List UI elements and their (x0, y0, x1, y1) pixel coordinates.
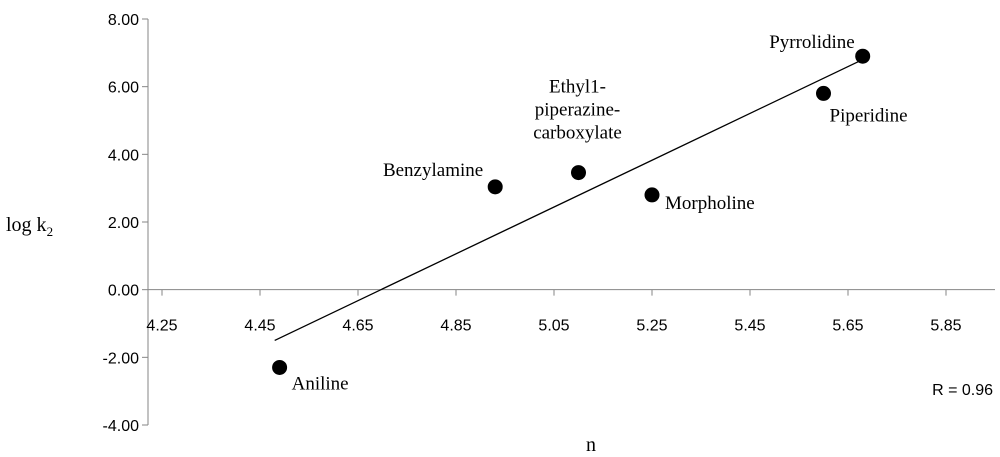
point-label: Aniline (292, 373, 349, 394)
trendline-group (274, 59, 863, 342)
y-tick-label: -4.00 (103, 418, 140, 435)
x-tick-label: 4.85 (440, 318, 471, 335)
point-label: Morpholine (665, 193, 755, 214)
y-tick-label: 6.00 (108, 80, 139, 97)
point-label: Pyrrolidine (769, 32, 855, 53)
x-tick-label: 5.45 (734, 318, 765, 335)
data-point (272, 359, 288, 375)
x-tick-label: 4.25 (146, 318, 177, 335)
x-tick-label: 5.05 (538, 318, 569, 335)
y-axis-label-subscript: 2 (47, 224, 54, 239)
x-tick-label: 4.65 (342, 318, 373, 335)
data-point (644, 187, 660, 203)
data-point (571, 165, 586, 181)
point-labels: Aniline Benzylamine Ethyl1-piperazine-carb… (292, 32, 908, 394)
y-tick-label: 2.00 (108, 215, 139, 232)
x-axis: 4.25 4.45 4.65 4.85 5.05 5.25 5.45 5.65 5.85 (146, 289, 995, 335)
y-tick-label: 0.00 (108, 283, 139, 300)
y-axis-label: log k2 (6, 214, 53, 239)
point-label: Piperidine (830, 105, 908, 126)
y-tick-label: 8.00 (108, 12, 139, 29)
point-label: Ethyl1- (549, 77, 606, 98)
point-label: Benzylamine (383, 160, 483, 181)
y-axis-label-main: log k (6, 214, 47, 236)
x-tick-label: 5.85 (930, 318, 961, 335)
data-point (855, 48, 871, 64)
y-tick-label: -2.00 (103, 350, 140, 367)
point-label: carboxylate (533, 123, 622, 144)
data-point (816, 85, 831, 101)
x-tick-label: 5.25 (636, 318, 667, 335)
trendline (274, 59, 863, 342)
x-axis-label: n (586, 434, 596, 456)
x-tick-label: 4.45 (244, 318, 275, 335)
y-tick-label: 4.00 (108, 147, 139, 164)
r-value-annotation: R = 0.96 (932, 382, 993, 399)
y-axis: -4.00 -2.00 0.00 2.00 4.00 6.00 8.00 (103, 12, 149, 435)
data-point (487, 179, 503, 195)
x-tick-label: 5.65 (832, 318, 863, 335)
point-label: piperazine- (535, 100, 620, 121)
data-points (272, 48, 871, 375)
